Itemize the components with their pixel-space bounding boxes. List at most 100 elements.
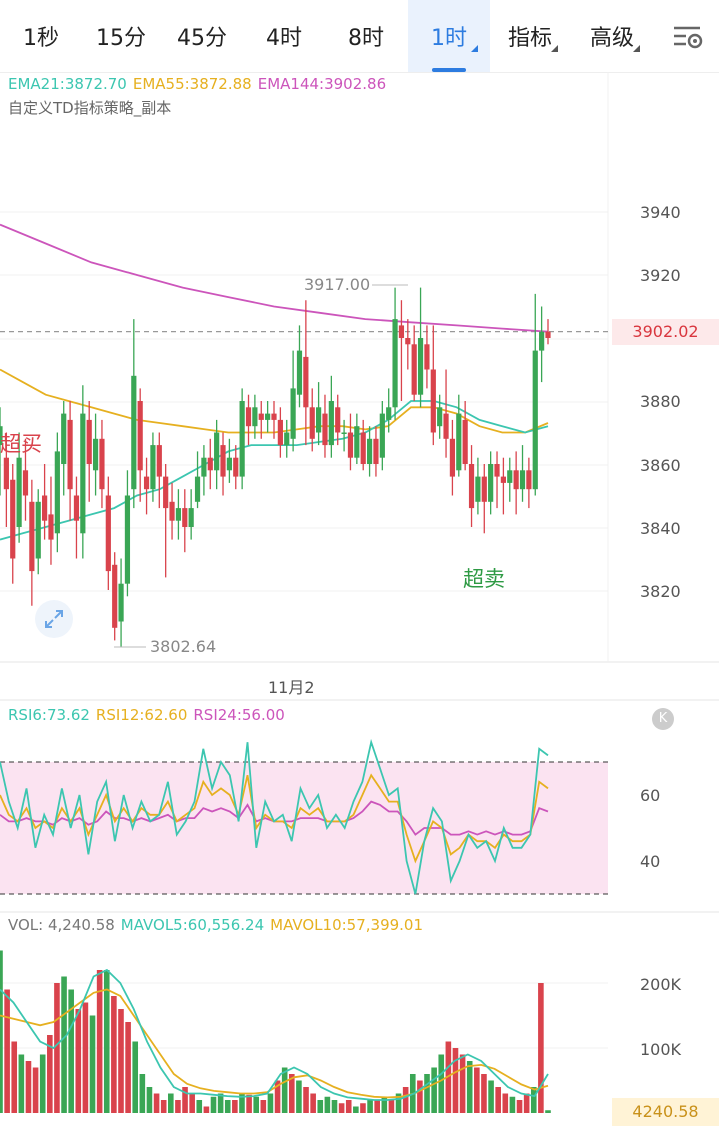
expand-icon[interactable] <box>35 600 73 638</box>
candle-body <box>456 413 462 471</box>
candle-body <box>443 413 449 439</box>
candle-body <box>214 432 220 471</box>
tab-6[interactable]: 指标 <box>490 0 570 72</box>
price-tick: 3920 <box>640 266 681 285</box>
candle-body <box>105 495 111 572</box>
low-price-label: 3802.64 <box>150 637 217 656</box>
tab-2[interactable]: 45分 <box>162 0 242 72</box>
volume-bar <box>25 1061 32 1113</box>
date-axis-label: 11月2 <box>268 678 315 697</box>
candle-body <box>462 419 468 464</box>
volume-bar <box>75 1009 82 1113</box>
volume-bar <box>160 1100 167 1113</box>
mavol10-legend: MAVOL10:57,399.01 <box>270 916 424 934</box>
tab-4[interactable]: 8时 <box>326 0 406 72</box>
collapse-indicator-icon[interactable]: K <box>652 708 674 730</box>
dropdown-triangle-icon <box>471 45 478 52</box>
candle-body <box>99 438 105 490</box>
volume-bar <box>374 1100 380 1113</box>
candle-body <box>316 407 322 433</box>
tab-label: 指标 <box>507 26 552 51</box>
high-price-label: 3917.00 <box>304 275 371 294</box>
candle-body <box>10 479 16 559</box>
candle-body <box>175 508 182 521</box>
candle-body <box>233 457 239 477</box>
candle-body <box>48 514 54 540</box>
candle-body <box>417 338 424 395</box>
candle-body <box>411 344 417 395</box>
volume-bar <box>0 950 3 1113</box>
vol-legend: VOL: 4,240.58 <box>8 916 115 934</box>
volume-bar <box>168 1093 174 1113</box>
volume-bar <box>18 1054 25 1113</box>
candle-body <box>322 413 328 446</box>
active-tab-indicator <box>432 68 466 72</box>
candle-body <box>112 564 118 628</box>
volume-bar <box>417 1080 423 1113</box>
candle-body <box>309 407 315 439</box>
tab-5[interactable]: 1时 <box>408 0 490 72</box>
overbought-signal: 超买 <box>0 432 42 456</box>
tab-7[interactable]: 高级 <box>572 0 652 72</box>
volume-bar <box>260 1100 267 1113</box>
volume-bar <box>459 1054 466 1113</box>
rsi-tick: 40 <box>640 852 661 871</box>
volume-bar <box>530 1087 537 1113</box>
current-price-tag: 3902.02 <box>612 319 719 345</box>
candle-body <box>207 457 213 471</box>
volume-tick: 100K <box>640 1040 682 1059</box>
volume-bar <box>203 1106 210 1113</box>
strategy-label: 自定义TD指标策略_副本 <box>8 99 172 117</box>
candle-body <box>386 407 392 420</box>
candle-body <box>80 413 86 534</box>
volume-bar <box>232 1100 238 1113</box>
volume-bar <box>331 1100 338 1113</box>
candle-body <box>532 350 538 490</box>
tab-1[interactable]: 15分 <box>82 0 160 72</box>
volume-bar <box>153 1093 160 1113</box>
volume-tick: 200K <box>640 975 682 994</box>
tab-label: 45分 <box>177 26 227 51</box>
candle-body <box>118 583 124 622</box>
volume-bar <box>189 1093 195 1113</box>
volume-bar <box>89 1015 96 1113</box>
volume-bar <box>246 1094 252 1113</box>
current-volume-tag: 4240.58 <box>612 1098 719 1126</box>
chart-settings-icon[interactable] <box>671 22 707 52</box>
volume-bar <box>395 1093 402 1113</box>
candle-body <box>519 470 526 490</box>
candle-body <box>67 419 73 490</box>
volume-bar <box>125 1022 131 1113</box>
volume-bar <box>103 970 110 1113</box>
candle-body <box>354 426 360 458</box>
tab-3[interactable]: 4时 <box>244 0 324 72</box>
rsi-legend: RSI6:73.62 RSI12:62.60 RSI24:56.00 <box>8 706 291 724</box>
candle-body <box>124 495 131 584</box>
candle-body <box>296 350 303 395</box>
volume-bar <box>452 1048 459 1113</box>
tab-label: 1时 <box>431 26 467 51</box>
volume-bar <box>224 1100 231 1113</box>
rsi24-legend: RSI24:56.00 <box>193 706 285 724</box>
price-tick: 3880 <box>640 392 681 411</box>
candle-body <box>143 476 150 490</box>
candle-body <box>507 470 513 483</box>
candle-body <box>182 508 188 527</box>
volume-bar <box>54 983 60 1113</box>
tab-0[interactable]: 1秒 <box>4 0 78 72</box>
candle-body <box>194 476 201 502</box>
volume-bar <box>474 1067 480 1113</box>
candle-body <box>86 419 92 464</box>
candle-body <box>545 331 551 338</box>
rsi-band <box>0 762 608 894</box>
volume-bar <box>481 1074 487 1113</box>
candle-body <box>347 432 354 458</box>
candle-body <box>430 369 436 433</box>
candle-body <box>277 419 283 446</box>
volume-bar <box>196 1100 203 1113</box>
candle-body <box>284 432 290 446</box>
volume-bar <box>516 1100 523 1113</box>
volume-bar <box>146 1087 153 1113</box>
volume-bar <box>538 983 544 1113</box>
